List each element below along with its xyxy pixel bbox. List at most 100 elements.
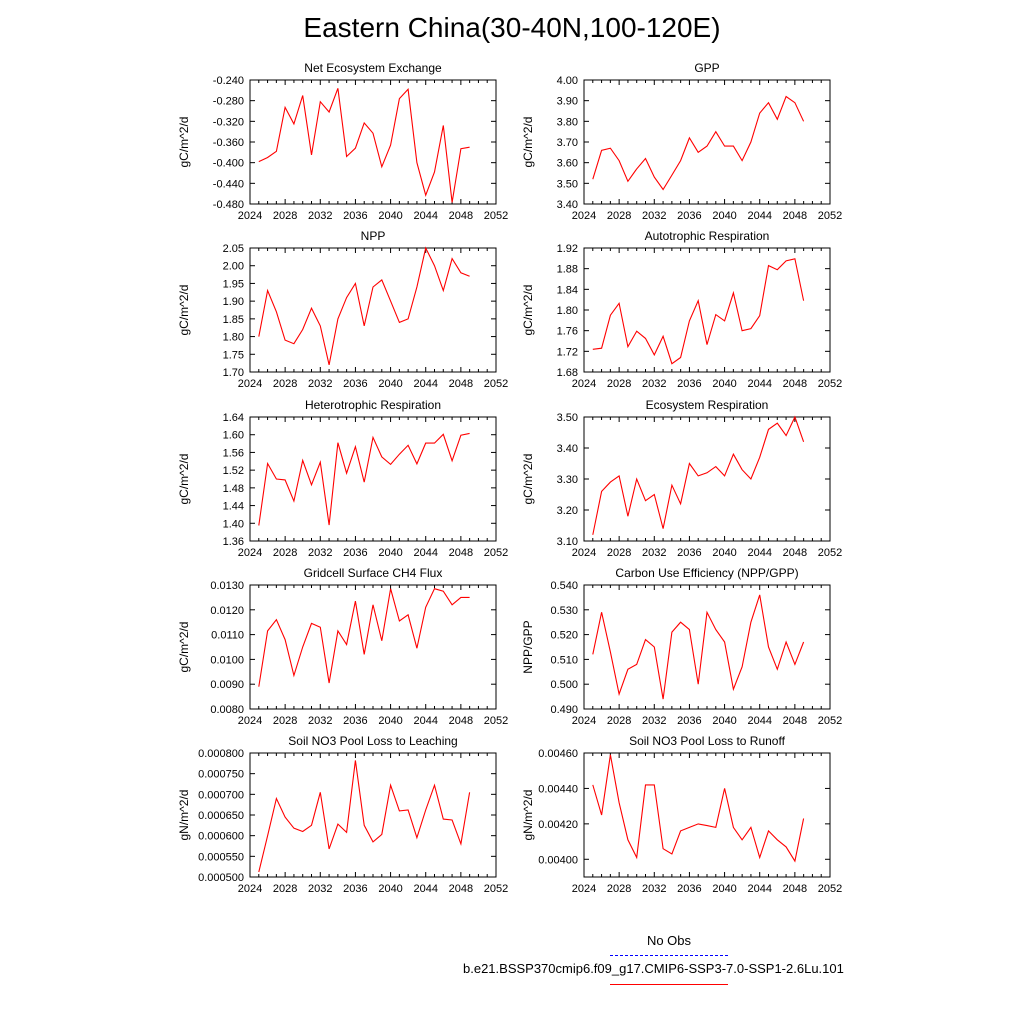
x-tick-label: 2040 (712, 883, 736, 895)
x-tick-label: 2032 (642, 547, 666, 559)
y-tick-label: 1.92 (557, 243, 578, 255)
x-tick-label: 2040 (378, 210, 402, 222)
x-tick-label: 2032 (642, 210, 666, 222)
y-tick-label: 0.0100 (210, 654, 244, 666)
x-tick-label: 2052 (484, 378, 508, 390)
x-tick-label: 2044 (747, 883, 771, 895)
x-tick-label: 2024 (572, 883, 596, 895)
x-tick-label: 2040 (378, 547, 402, 559)
y-axis-label: gC/m^2/d (521, 454, 535, 505)
y-axis-label: gC/m^2/d (521, 117, 535, 168)
y-tick-label: 3.50 (557, 412, 578, 424)
y-tick-label: 3.20 (557, 505, 578, 517)
series-line (258, 588, 470, 687)
plot-frame (249, 247, 497, 373)
y-tick-label: 1.75 (223, 349, 244, 361)
x-tick-label: 2040 (378, 715, 402, 727)
x-tick-label: 2036 (343, 547, 367, 559)
x-tick-label: 2036 (343, 715, 367, 727)
x-tick-label: 2028 (607, 715, 631, 727)
y-axis-label: gN/m^2/d (521, 790, 535, 841)
x-tick-label: 2032 (308, 883, 332, 895)
plot-frame (249, 416, 497, 542)
x-tick-label: 2032 (308, 378, 332, 390)
x-tick-label: 2044 (747, 378, 771, 390)
x-tick-label: 2040 (712, 715, 736, 727)
y-tick-label: 1.80 (223, 332, 244, 344)
chart-title: GPP (694, 61, 719, 75)
x-tick-label: 2032 (642, 715, 666, 727)
y-tick-label: 1.95 (223, 278, 244, 290)
chart-title: NPP (361, 229, 386, 243)
x-tick-label: 2024 (572, 715, 596, 727)
x-tick-label: 2052 (818, 715, 842, 727)
chart-panel: 2024 2028 2032 2036 2040 2044 2048 2052 0.540 0.5… (521, 566, 842, 727)
x-tick-label: 2048 (449, 715, 473, 727)
x-tick-label: 2028 (607, 210, 631, 222)
x-tick-label: 2028 (273, 883, 297, 895)
series-line (258, 88, 470, 203)
x-tick-label: 2044 (413, 547, 437, 559)
x-tick-label: 2024 (572, 547, 596, 559)
x-tick-label: 2032 (642, 883, 666, 895)
figure-title: Eastern China(30-40N,100-120E) (303, 12, 721, 43)
x-tick-label: 2040 (712, 378, 736, 390)
y-tick-label: 3.40 (557, 199, 578, 211)
chart-title: Carbon Use Efficiency (NPP/GPP) (615, 566, 798, 580)
y-tick-label: 0.000550 (198, 851, 244, 863)
x-tick-label: 2052 (484, 547, 508, 559)
x-tick-label: 2048 (783, 715, 807, 727)
x-tick-label: 2032 (308, 547, 332, 559)
y-axis-label: NPP/GPP (521, 620, 535, 673)
y-tick-label: 0.000800 (198, 748, 244, 760)
x-tick-label: 2044 (747, 210, 771, 222)
y-axis-label: gC/m^2/d (177, 454, 191, 505)
series-line (592, 415, 805, 535)
x-tick-label: 2040 (712, 547, 736, 559)
chart-panel: 2024 2028 2032 2036 2040 2044 2048 2052 1.92 1.88… (521, 229, 842, 390)
x-tick-label: 2028 (273, 378, 297, 390)
y-tick-label: -0.480 (213, 199, 244, 211)
chart-title: Heterotrophic Respiration (305, 398, 441, 412)
y-tick-label: 1.70 (223, 367, 244, 379)
y-tick-label: 1.48 (223, 483, 244, 495)
y-tick-label: -0.360 (213, 137, 244, 149)
x-tick-label: 2048 (783, 547, 807, 559)
y-tick-label: 0.000750 (198, 769, 244, 781)
y-tick-label: 2.05 (223, 243, 244, 255)
y-tick-label: 3.30 (557, 474, 578, 486)
y-tick-label: 1.84 (557, 284, 578, 296)
x-tick-label: 2040 (712, 210, 736, 222)
x-tick-label: 2036 (343, 883, 367, 895)
x-tick-label: 2024 (238, 378, 262, 390)
x-tick-label: 2028 (607, 883, 631, 895)
x-tick-label: 2036 (677, 547, 701, 559)
chart-panel: 2024 2028 2032 2036 2040 2044 2048 2052 2.05 2.00… (177, 229, 508, 390)
x-tick-label: 2024 (572, 210, 596, 222)
x-tick-label: 2048 (783, 378, 807, 390)
x-tick-label: 2032 (642, 378, 666, 390)
y-tick-label: 3.40 (557, 443, 578, 455)
chart-panel: 2024 2028 2032 2036 2040 2044 2048 2052 0.0130 0.… (177, 566, 508, 727)
x-tick-label: 2032 (308, 210, 332, 222)
plot-frame (583, 79, 831, 205)
x-tick-label: 2048 (449, 883, 473, 895)
x-tick-label: 2032 (308, 715, 332, 727)
y-tick-label: -0.240 (213, 75, 244, 87)
chart-title: Soil NO3 Pool Loss to Leaching (288, 734, 457, 748)
plot-frame (249, 79, 497, 205)
series-line (592, 754, 805, 863)
y-tick-label: 0.00460 (538, 748, 578, 760)
x-tick-label: 2048 (449, 378, 473, 390)
x-tick-label: 2044 (747, 547, 771, 559)
x-tick-label: 2052 (818, 210, 842, 222)
y-tick-label: 3.10 (557, 536, 578, 548)
y-tick-label: 0.490 (550, 704, 578, 716)
x-tick-label: 2024 (238, 210, 262, 222)
x-tick-label: 2052 (818, 547, 842, 559)
y-tick-label: 1.36 (223, 536, 244, 548)
y-tick-label: 0.0110 (211, 630, 244, 642)
x-tick-label: 2036 (343, 378, 367, 390)
y-tick-label: 1.64 (223, 412, 244, 424)
y-tick-label: 1.40 (223, 518, 244, 530)
